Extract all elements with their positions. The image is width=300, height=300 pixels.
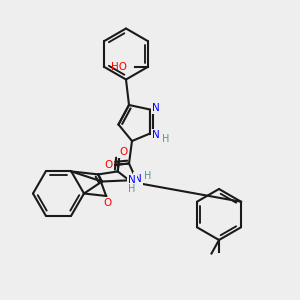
Text: O: O [119, 147, 127, 157]
Text: H: H [144, 171, 152, 182]
Text: H: H [128, 184, 136, 194]
Text: N: N [128, 175, 136, 185]
Text: N: N [134, 173, 142, 184]
Text: HO: HO [111, 62, 127, 72]
Text: N: N [152, 103, 160, 113]
Text: H: H [162, 134, 169, 144]
Text: N: N [152, 130, 160, 140]
Text: O: O [104, 160, 113, 170]
Text: O: O [103, 198, 112, 208]
